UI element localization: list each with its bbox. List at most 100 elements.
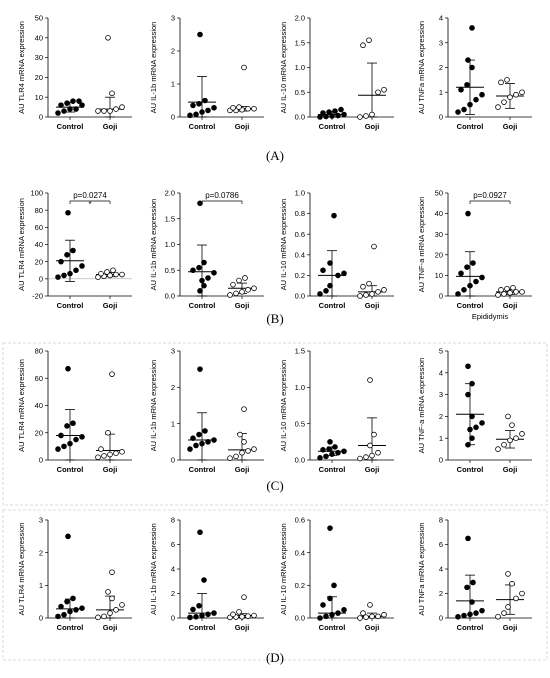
control-point xyxy=(211,610,217,616)
control-point xyxy=(193,442,199,449)
y-tick-label: 0 xyxy=(171,614,175,623)
x-category-label: Goji xyxy=(365,623,380,632)
control-point xyxy=(469,380,475,387)
control-point xyxy=(79,263,85,269)
control-point xyxy=(197,366,203,372)
goji-point xyxy=(381,611,387,618)
goji-point xyxy=(501,99,507,105)
goji-point xyxy=(119,602,125,608)
y-tick-label: 20 xyxy=(35,73,43,82)
panel-label-C: (C) xyxy=(266,478,283,493)
x-category-label: Control xyxy=(457,301,484,310)
y-tick-label: -20 xyxy=(32,292,43,301)
y-tick-label: 4 xyxy=(439,14,443,23)
control-point xyxy=(465,210,471,217)
goji-point xyxy=(245,613,251,619)
y-tick-label: 6 xyxy=(439,540,443,549)
goji-point xyxy=(109,595,115,602)
goji-point xyxy=(105,589,111,595)
y-tick-label: 4 xyxy=(439,565,443,574)
y-axis-title: AU IL-1b mRNA expression xyxy=(149,199,158,291)
control-point xyxy=(211,437,217,443)
control-point xyxy=(187,446,193,452)
goji-point xyxy=(95,454,101,461)
control-point xyxy=(79,434,85,440)
p-value-label: p=0.0927 xyxy=(473,191,507,200)
y-tick-label: 2 xyxy=(439,63,443,72)
control-point xyxy=(187,112,193,119)
control-point xyxy=(467,282,473,289)
control-point xyxy=(211,270,217,276)
y-axis-title: AU TNFa mRNA expression xyxy=(417,522,426,615)
control-point xyxy=(73,106,79,112)
y-tick-label: 20 xyxy=(35,428,43,437)
control-point xyxy=(55,446,61,452)
goji-point xyxy=(498,79,504,86)
goji-point xyxy=(507,437,513,444)
x-category-label: Goji xyxy=(365,465,380,474)
x-category-label: Goji xyxy=(235,623,250,632)
goji-point xyxy=(363,292,369,298)
goji-point xyxy=(509,422,515,428)
control-point xyxy=(479,607,485,614)
y-axis-title: AU TLR4 mRNA expression xyxy=(17,198,26,291)
y-tick-label: 80 xyxy=(35,347,43,356)
control-point xyxy=(479,91,485,98)
goji-point xyxy=(513,595,519,602)
y-tick-label: 3 xyxy=(171,14,175,23)
goji-point xyxy=(107,610,113,616)
y-tick-label: 1.0 xyxy=(165,240,175,249)
control-point xyxy=(329,451,335,457)
panel-frame xyxy=(2,509,548,661)
y-tick-label: 1 xyxy=(39,581,43,590)
control-point xyxy=(327,260,333,266)
x-category-label: Goji xyxy=(503,465,518,474)
goji-point xyxy=(495,292,501,298)
y-axis-title: AU TLR4 mRNA expression xyxy=(17,359,26,452)
y-axis-title: AU TLR4 mRNA expression xyxy=(17,21,26,114)
control-point xyxy=(464,82,470,88)
x-category-label: Control xyxy=(319,122,346,131)
control-point xyxy=(317,114,323,120)
goji-point xyxy=(109,371,115,377)
control-point xyxy=(201,259,207,266)
control-point xyxy=(205,275,211,281)
goji-point xyxy=(519,289,525,295)
y-tick-label: 3 xyxy=(439,390,443,399)
y-tick-label: 0 xyxy=(439,292,443,301)
goji-point xyxy=(105,34,111,41)
p-value-label: p=0.0274 xyxy=(73,191,107,200)
control-point xyxy=(211,104,217,111)
control-point xyxy=(473,96,479,103)
x-category-label: Goji xyxy=(235,301,250,310)
control-point xyxy=(467,426,473,433)
control-point xyxy=(67,106,73,112)
goji-point xyxy=(375,613,381,620)
goji-point xyxy=(109,90,115,97)
control-point xyxy=(335,272,341,279)
y-tick-label: 40 xyxy=(35,401,43,410)
control-point xyxy=(199,109,205,115)
control-point xyxy=(61,611,67,618)
control-point xyxy=(323,613,329,620)
control-point xyxy=(70,420,76,427)
goji-point xyxy=(230,281,236,288)
control-point xyxy=(64,598,70,605)
goji-point xyxy=(113,450,119,456)
x-category-label: Control xyxy=(189,465,216,474)
y-tick-label: 0.4 xyxy=(295,548,305,557)
y-tick-label: 2 xyxy=(171,383,175,392)
chart-A-2: 0 1 2 3 AU IL-1b mRNA expression Control Goji xyxy=(149,14,264,131)
y-tick-label: 0.0 xyxy=(165,292,175,301)
control-point xyxy=(67,440,73,447)
control-point xyxy=(73,436,79,443)
control-point xyxy=(65,209,71,216)
control-point xyxy=(327,595,333,602)
goji-point xyxy=(357,615,363,621)
goji-point xyxy=(113,106,119,112)
control-point xyxy=(458,270,464,277)
y-tick-label: 3 xyxy=(171,347,175,356)
y-tick-label: 80 xyxy=(35,206,43,215)
goji-point xyxy=(98,270,104,277)
